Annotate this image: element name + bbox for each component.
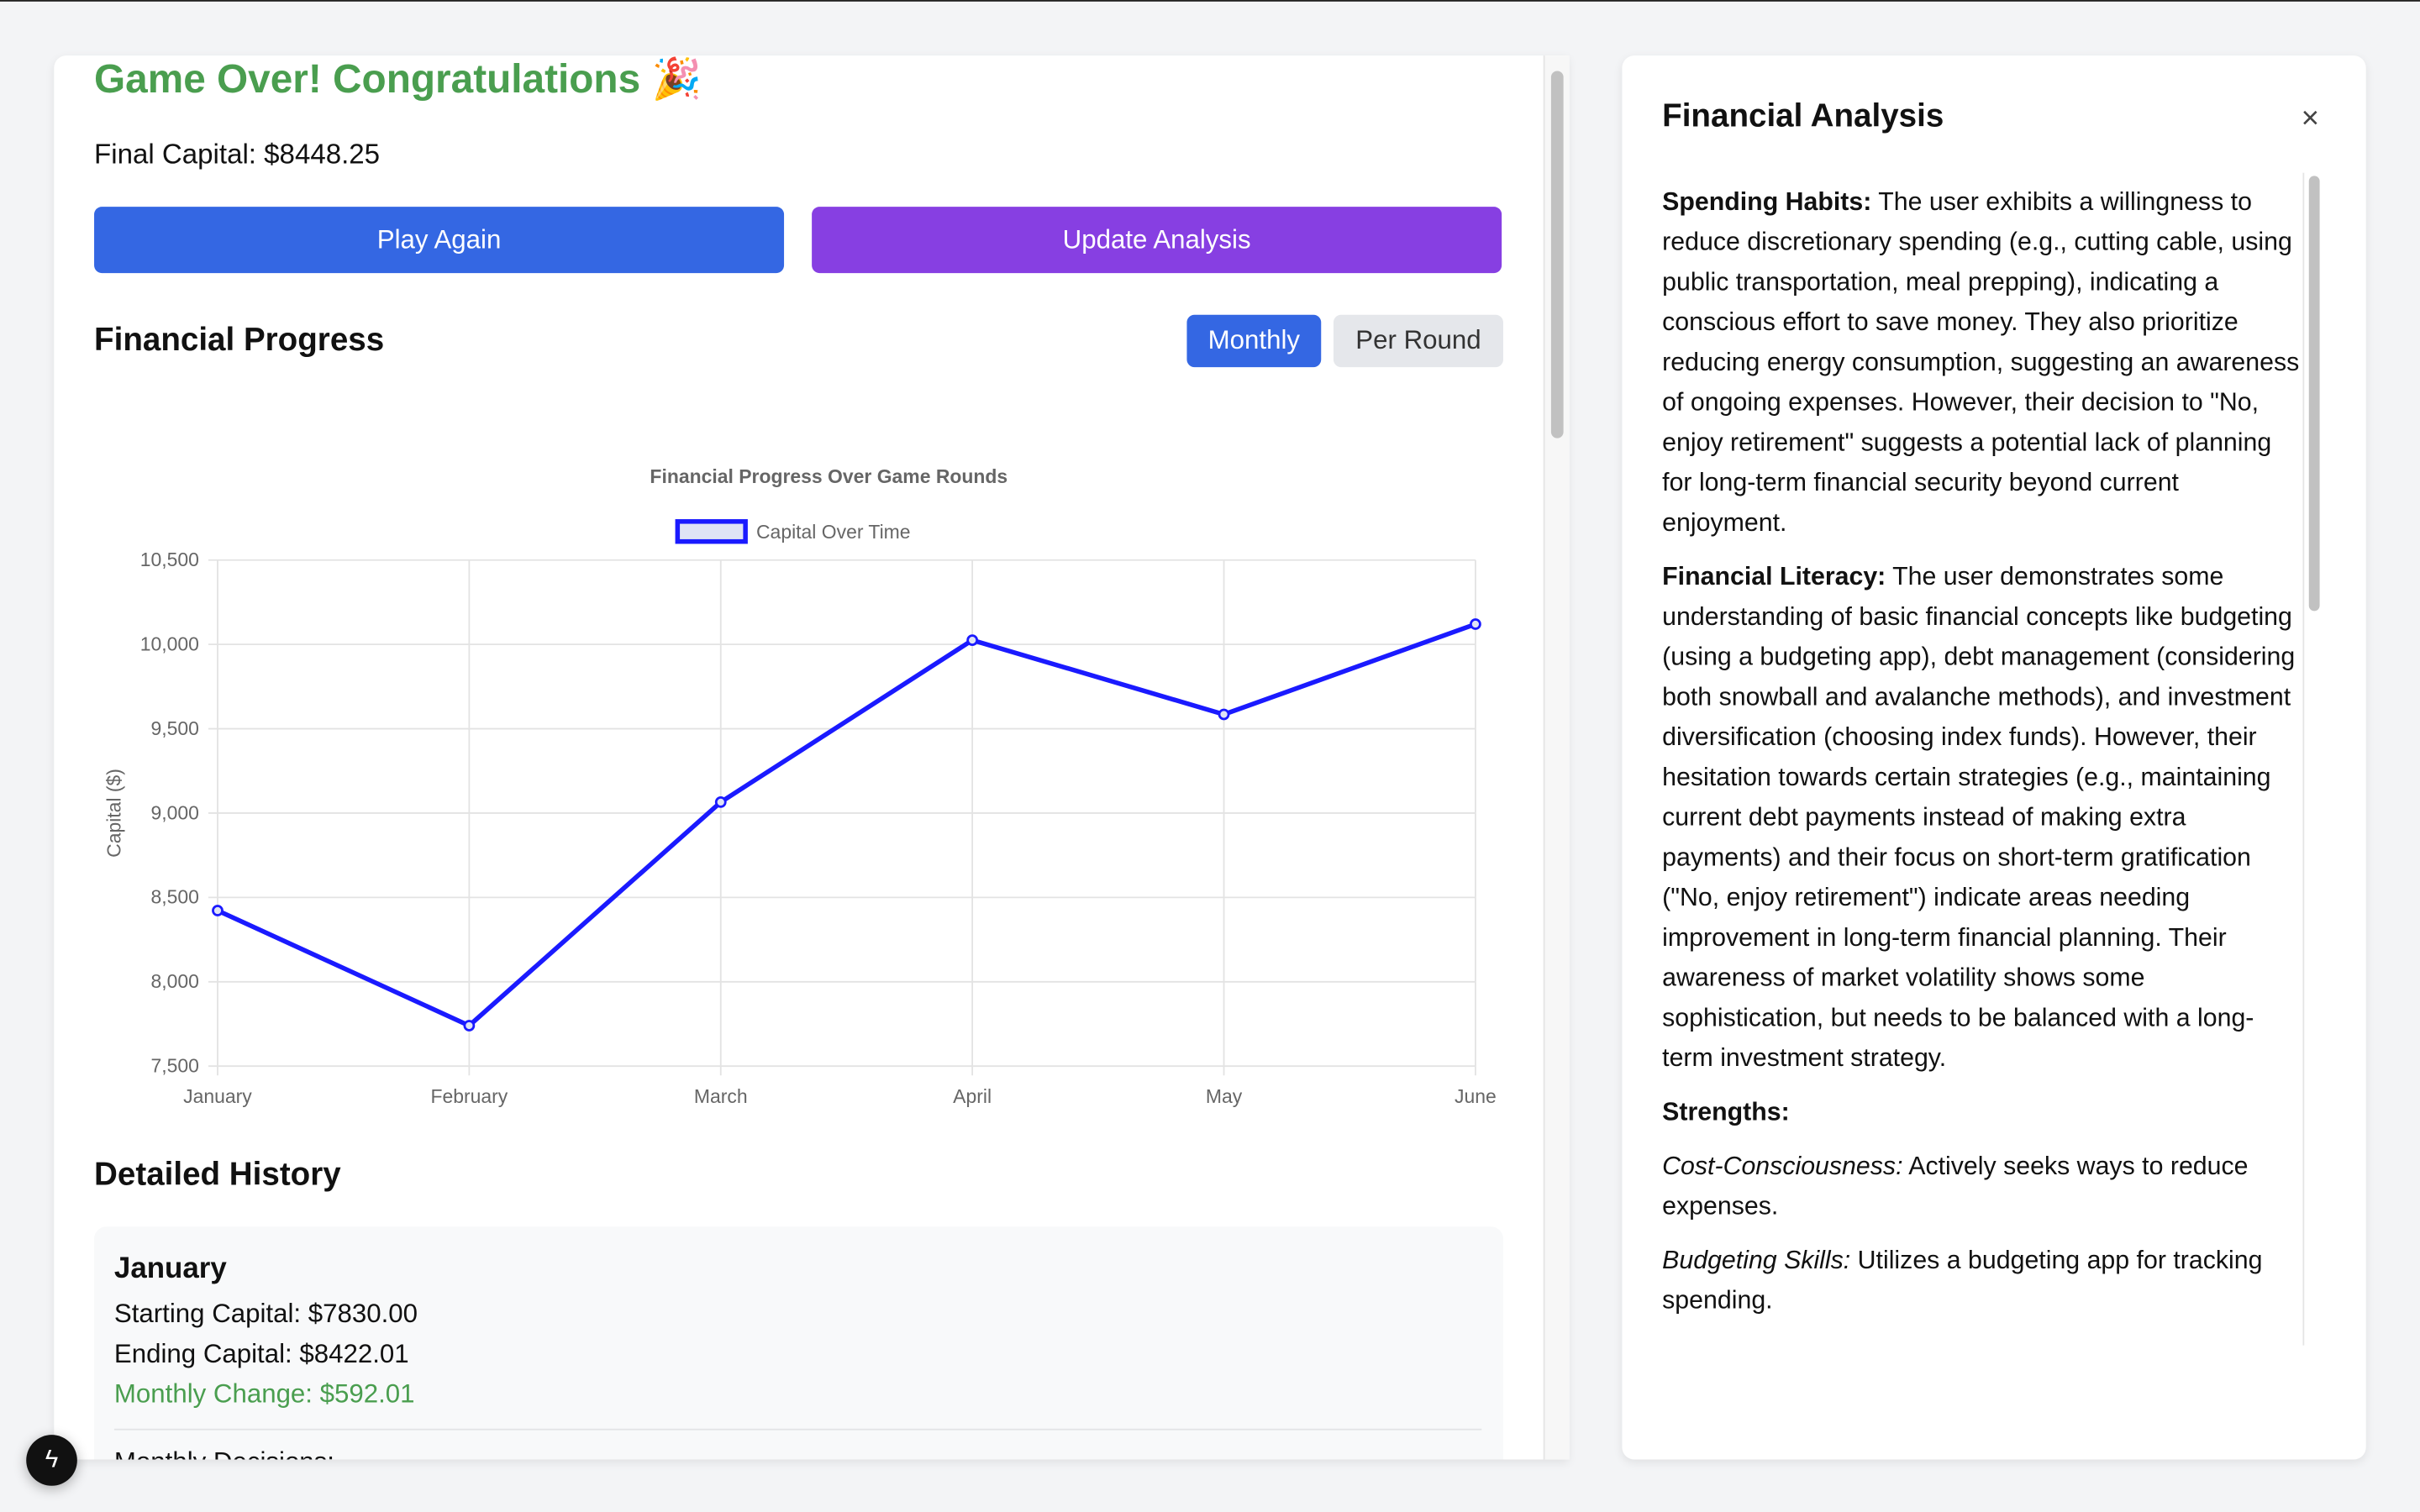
strength-item: Budgeting Skills: Utilizes a budgeting a… [1662,1241,2304,1321]
x-tick-label: May [1206,1085,1243,1107]
legend-swatch [675,519,748,544]
left-scrollbar[interactable] [1543,55,1570,1460]
data-point [1470,618,1481,630]
text: Utilizes a budgeting app for tracking sp… [1662,1247,2263,1315]
y-tick-label: 8,000 [151,970,199,992]
party-popper-icon: 🎉 [651,55,702,102]
play-again-button[interactable]: Play Again [94,207,785,274]
toggle-monthly[interactable]: Monthly [1186,314,1322,368]
y-tick-label: 9,500 [151,717,199,739]
text: The user exhibits a willingness to reduc… [1662,188,2300,538]
label: Budgeting Skills: [1662,1247,1851,1275]
label: Cost-Consciousness: [1662,1152,1903,1181]
update-analysis-button[interactable]: Update Analysis [812,207,1502,274]
y-tick-label: 10,000 [140,633,199,654]
x-tick-label: March [694,1085,748,1107]
monthly-decisions-label: Monthly Decisions: [114,1447,334,1460]
data-point [212,905,224,916]
lightning-icon[interactable]: ϟ [26,1435,77,1486]
x-tick-label: April [953,1085,992,1107]
data-point [463,1020,476,1032]
analysis-content: Spending Habits: The user exhibits a wil… [1662,182,2304,1346]
game-over-title: Game Over! Congratulations 🎉 [94,55,702,102]
analysis-scrollbar[interactable] [2302,172,2323,1346]
starting-capital: Starting Capital: $7830.00 [113,1299,418,1329]
financial-literacy-paragraph: Financial Literacy: The user demonstrate… [1662,557,2304,1079]
history-card-january: January Starting Capital: $7830.00 Endin… [94,1226,1503,1460]
x-tick-label: January [183,1085,252,1107]
toggle-per-round[interactable]: Per Round [1333,314,1503,368]
financial-progress-heading: Financial Progress [94,322,385,359]
game-over-panel: Game Over! Congratulations 🎉 Final Capit… [54,55,1569,1460]
history-month: January [113,1252,227,1285]
label: Strengths: [1662,1098,1790,1126]
text: Actively seeks ways to reduce expenses. [1662,1152,2249,1221]
label: Spending Habits: [1662,188,1872,217]
y-tick-label: 10,500 [140,549,199,570]
divider [113,1428,1482,1431]
y-tick-label: 9,000 [151,801,199,823]
detailed-history-heading: Detailed History [94,1157,341,1193]
series-line [216,622,1476,1029]
x-tick-label: June [1455,1085,1497,1107]
ending-capital: Ending Capital: $8422.01 [113,1339,409,1369]
financial-analysis-panel: Financial Analysis × Spending Habits: Th… [1622,55,2366,1460]
scroll-thumb[interactable] [1550,71,1564,438]
final-capital: Final Capital: $8448.25 [94,139,381,171]
strength-item: Cost-Consciousness: Actively seeks ways … [1662,1147,2304,1227]
spending-habits-paragraph: Spending Habits: The user exhibits a wil… [1662,182,2304,543]
chart-title: Financial Progress Over Game Rounds [650,465,1007,487]
label: Financial Literacy: [1662,563,1886,591]
analysis-title: Financial Analysis [1662,98,1944,134]
strengths-heading: Strengths: [1662,1092,2304,1132]
data-point [966,634,979,647]
data-point [1218,708,1230,721]
x-tick-label: February [430,1085,508,1107]
data-point [714,796,727,808]
capital-line-chart: Financial Progress Over Game Rounds Capit… [103,465,1497,1107]
y-tick-label: 7,500 [151,1055,199,1077]
y-axis-label: Capital ($) [103,769,124,858]
scroll-thumb[interactable] [2308,176,2320,612]
close-icon[interactable]: × [2301,102,2320,136]
legend-label: Capital Over Time [756,521,911,543]
monthly-change: Monthly Change: $592.01 [113,1379,415,1409]
y-tick-label: 8,500 [151,886,199,908]
text: The user demonstrates some understanding… [1662,563,2296,1073]
